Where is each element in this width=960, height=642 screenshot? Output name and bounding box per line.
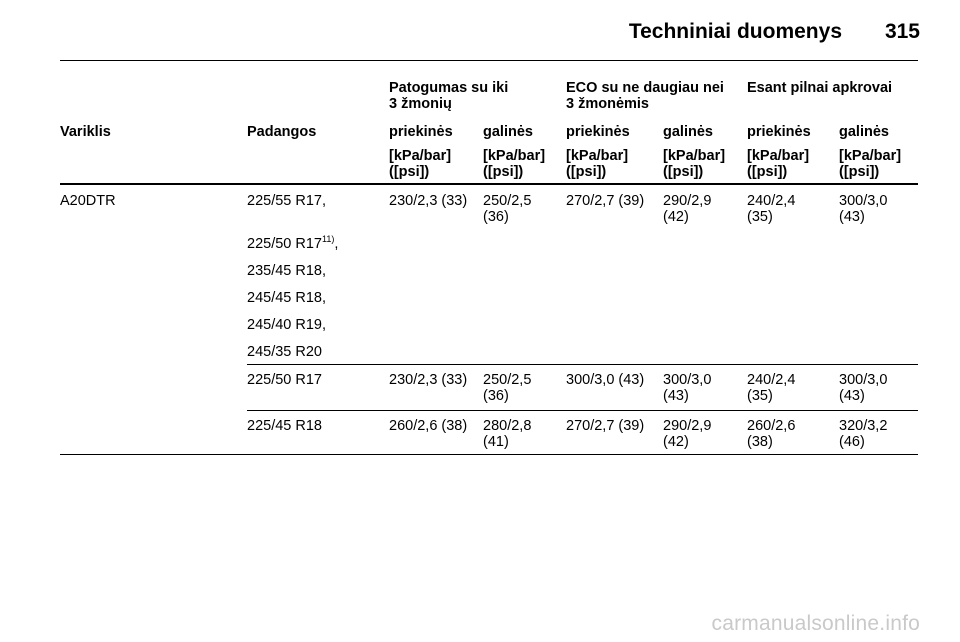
tyre-size: 245/45 R18, xyxy=(247,290,327,306)
col-header-full-rear: galinės xyxy=(839,124,889,140)
pressure-cell: 230/2,3 (33) xyxy=(389,372,468,388)
page-title: Techniniai duomenys xyxy=(628,20,842,43)
tyre-size: 225/50 R17 xyxy=(247,372,322,388)
pressure-cell: 230/2,3 (33) xyxy=(389,193,468,209)
footnote-marker: 11) xyxy=(321,234,335,245)
pressure-cell: 250/2,5 (36) xyxy=(483,372,532,404)
header-rule xyxy=(60,60,918,61)
pressure-cell: 300/3,0 (43) xyxy=(663,372,712,404)
col-header-comfort-rear: galinės xyxy=(483,124,533,140)
group-header-comfort: Patogumas su iki 3 žmonių xyxy=(389,80,509,112)
col-header-eco-rear: galinės xyxy=(663,124,713,140)
col-header-tyres: Padangos xyxy=(247,124,317,140)
page-number: 315 xyxy=(884,20,920,43)
pressure-cell: 290/2,9 (42) xyxy=(663,193,712,225)
header-bottom-rule xyxy=(60,183,918,185)
page-header: Techniniai duomenys 315 xyxy=(0,0,960,60)
col-header-eco-front: priekinės xyxy=(566,124,630,140)
pressure-cell: 250/2,5 (36) xyxy=(483,193,532,225)
row-rule xyxy=(247,364,918,365)
col-header-engine: Variklis xyxy=(60,124,111,140)
tyre-size: 235/45 R18, xyxy=(247,263,327,279)
col-header-comfort-front: priekinės xyxy=(389,124,453,140)
pressure-cell: 300/3,0 (43) xyxy=(566,372,645,388)
unit-header: [kPa/bar] ([psi]) xyxy=(483,148,546,180)
tyre-size: 245/40 R19, xyxy=(247,317,327,333)
unit-header: [kPa/bar] ([psi]) xyxy=(566,148,629,180)
pressure-cell: 270/2,7 (39) xyxy=(566,193,645,209)
row-rule xyxy=(247,410,918,411)
unit-header: [kPa/bar] ([psi]) xyxy=(839,148,902,180)
pressure-cell: 290/2,9 (42) xyxy=(663,418,712,450)
pressure-cell: 280/2,8 (41) xyxy=(483,418,532,450)
pressure-cell: 300/3,0 (43) xyxy=(839,372,888,404)
group-header-eco: ECO su ne daugiau nei 3 žmonėmis xyxy=(566,80,724,112)
pressure-cell: 240/2,4 (35) xyxy=(747,372,796,404)
pressure-cell: 270/2,7 (39) xyxy=(566,418,645,434)
unit-header: [kPa/bar] ([psi]) xyxy=(389,148,452,180)
engine-cell: A20DTR xyxy=(60,193,116,209)
pressure-cell: 260/2,6 (38) xyxy=(389,418,468,434)
pressure-cell: 260/2,6 (38) xyxy=(747,418,796,450)
col-header-full-front: priekinės xyxy=(747,124,811,140)
watermark: carmanualsonline.info xyxy=(711,612,920,635)
tyre-size: 225/50 R1711), xyxy=(247,234,339,252)
pressure-cell: 320/3,2 (46) xyxy=(839,418,888,450)
table-bottom-rule xyxy=(60,454,918,455)
pressure-cell: 240/2,4 (35) xyxy=(747,193,796,225)
tyre-size: 225/45 R18 xyxy=(247,418,322,434)
unit-header: [kPa/bar] ([psi]) xyxy=(663,148,726,180)
tyre-size: 225/55 R17, xyxy=(247,193,327,209)
pressure-cell: 300/3,0 (43) xyxy=(839,193,888,225)
tyre-size: 245/35 R20 xyxy=(247,344,322,360)
group-header-full-load: Esant pilnai apkrovai xyxy=(747,80,893,96)
unit-header: [kPa/bar] ([psi]) xyxy=(747,148,810,180)
